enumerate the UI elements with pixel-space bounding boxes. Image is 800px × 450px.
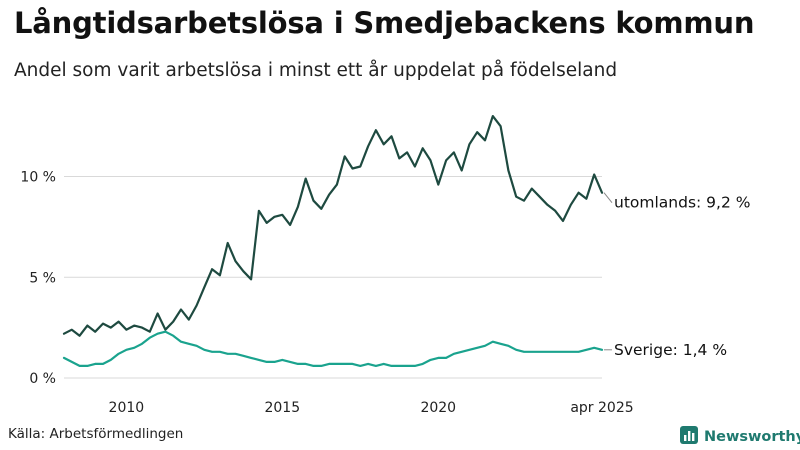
series-layer xyxy=(62,114,604,367)
grid-layer: 0 % 5 % 10 % xyxy=(20,170,602,387)
bar-chart-icon xyxy=(680,426,698,448)
page-subtitle: Andel som varit arbetslösa i minst ett å… xyxy=(14,60,618,81)
series-line-sverige xyxy=(62,330,604,367)
brand-name: Newsworthy xyxy=(704,429,800,445)
x-tick-label: 2010 xyxy=(109,400,145,416)
x-tick-label: 2020 xyxy=(420,400,456,416)
y-tick-label: 0 % xyxy=(29,371,56,387)
series-line-utomlands xyxy=(62,114,604,337)
brand-logo[interactable]: Newsworthy xyxy=(680,426,800,448)
y-tick-label: 10 % xyxy=(20,170,56,186)
x-tick-label: apr 2025 xyxy=(570,400,633,416)
end-label-utomlands: utomlands: 9,2 % xyxy=(614,194,750,212)
page-title: Långtidsarbetslösa i Smedjebackens kommu… xyxy=(14,6,755,40)
y-tick-label: 5 % xyxy=(29,270,56,286)
end-label-leader xyxy=(603,192,613,203)
label-layer: 2010 2015 2020 apr 2025 utomlands: 9,2 % Sver… xyxy=(109,192,750,416)
end-label-sverige: Sverige: 1,4 % xyxy=(614,341,727,359)
x-tick-label: 2015 xyxy=(264,400,300,416)
source-note: Källa: Arbetsförmedlingen xyxy=(8,426,184,442)
